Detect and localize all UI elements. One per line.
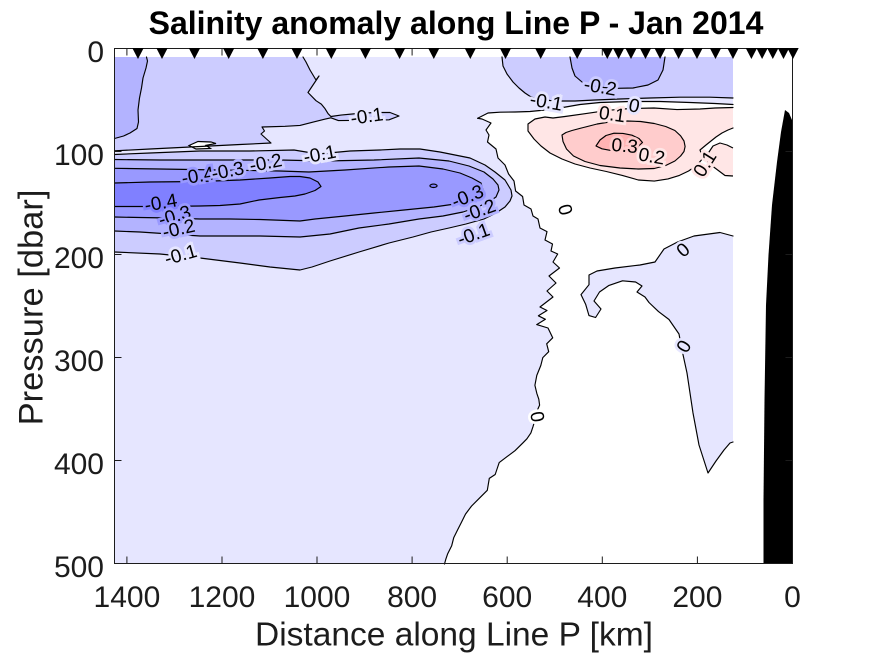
svg-text:Distance along Line P [km]: Distance along Line P [km] [255, 617, 653, 654]
svg-text:1400: 1400 [94, 581, 161, 614]
svg-text:1200: 1200 [189, 581, 256, 614]
svg-text:Salinity anomaly along Line P: Salinity anomaly along Line P - Jan 2014 [149, 5, 764, 41]
svg-text:800: 800 [387, 581, 437, 614]
svg-text:400: 400 [54, 448, 104, 481]
svg-text:400: 400 [577, 581, 627, 614]
svg-text:500: 500 [54, 551, 104, 584]
svg-text:200: 200 [672, 581, 722, 614]
svg-text:0: 0 [87, 36, 104, 69]
svg-text:200: 200 [54, 242, 104, 275]
svg-text:300: 300 [54, 345, 104, 378]
svg-text:0: 0 [784, 581, 801, 614]
svg-text:Pressure [dbar]: Pressure [dbar] [13, 190, 51, 426]
svg-text:1000: 1000 [284, 581, 351, 614]
svg-text:0.3: 0.3 [611, 135, 639, 158]
svg-text:0.1: 0.1 [598, 103, 627, 127]
svg-text:600: 600 [482, 581, 532, 614]
svg-text:100: 100 [54, 139, 104, 172]
